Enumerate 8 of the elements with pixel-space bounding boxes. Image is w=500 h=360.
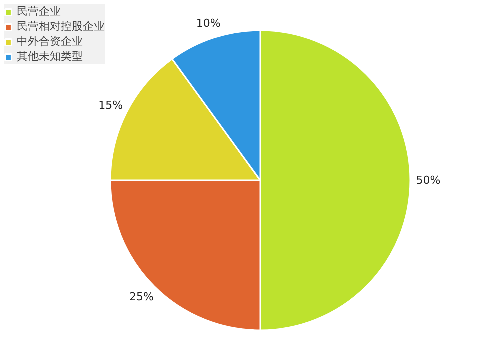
legend-label: 民营相对控股企业	[17, 19, 105, 34]
legend-label: 中外合资企业	[17, 34, 83, 49]
data-label: 25%	[129, 290, 154, 304]
data-label: 50%	[416, 174, 441, 187]
legend-label: 民营企业	[17, 4, 61, 19]
data-label: 10%	[196, 17, 221, 30]
legend-label: 其他未知类型	[17, 49, 83, 64]
data-label: 15%	[98, 99, 124, 112]
